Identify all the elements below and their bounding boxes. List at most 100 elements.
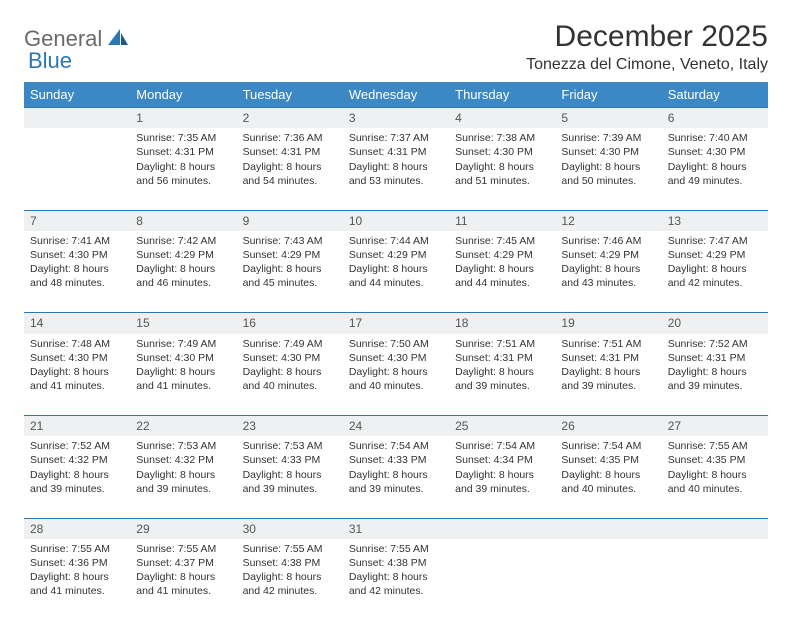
day-number-cell: 6: [662, 108, 768, 129]
sunset-text: Sunset: 4:30 PM: [243, 351, 337, 365]
day-number-cell: 4: [449, 108, 555, 129]
daylight-text: Daylight: 8 hours and 49 minutes.: [668, 160, 762, 188]
day-cell: Sunrise: 7:55 AMSunset: 4:36 PMDaylight:…: [24, 539, 130, 621]
day-number-cell: 28: [24, 518, 130, 539]
day-cell: Sunrise: 7:54 AMSunset: 4:35 PMDaylight:…: [555, 436, 661, 518]
daylight-text: Daylight: 8 hours and 39 minutes.: [243, 468, 337, 496]
day-cell: Sunrise: 7:50 AMSunset: 4:30 PMDaylight:…: [343, 334, 449, 416]
daylight-text: Daylight: 8 hours and 42 minutes.: [668, 262, 762, 290]
daylight-text: Daylight: 8 hours and 41 minutes.: [30, 570, 124, 598]
day-cell: Sunrise: 7:55 AMSunset: 4:38 PMDaylight:…: [343, 539, 449, 621]
sunrise-text: Sunrise: 7:44 AM: [349, 234, 443, 248]
sunset-text: Sunset: 4:30 PM: [136, 351, 230, 365]
day-cell: Sunrise: 7:54 AMSunset: 4:34 PMDaylight:…: [449, 436, 555, 518]
daylight-text: Daylight: 8 hours and 41 minutes.: [136, 570, 230, 598]
daylight-text: Daylight: 8 hours and 40 minutes.: [349, 365, 443, 393]
sunset-text: Sunset: 4:31 PM: [243, 145, 337, 159]
day-number-cell: 24: [343, 416, 449, 437]
sunrise-text: Sunrise: 7:55 AM: [668, 439, 762, 453]
day-cell: Sunrise: 7:43 AMSunset: 4:29 PMDaylight:…: [237, 231, 343, 313]
sunrise-text: Sunrise: 7:42 AM: [136, 234, 230, 248]
day-cell: Sunrise: 7:48 AMSunset: 4:30 PMDaylight:…: [24, 334, 130, 416]
day-cell: [662, 539, 768, 621]
sunrise-text: Sunrise: 7:55 AM: [243, 542, 337, 556]
sunrise-text: Sunrise: 7:43 AM: [243, 234, 337, 248]
day-number-cell: 18: [449, 313, 555, 334]
day-cell: Sunrise: 7:53 AMSunset: 4:32 PMDaylight:…: [130, 436, 236, 518]
sunrise-text: Sunrise: 7:46 AM: [561, 234, 655, 248]
daylight-text: Daylight: 8 hours and 39 minutes.: [668, 365, 762, 393]
day-number-cell: 17: [343, 313, 449, 334]
title-block: December 2025 Tonezza del Cimone, Veneto…: [526, 20, 768, 74]
weekday-header: Monday: [130, 82, 236, 108]
week-content-row: Sunrise: 7:55 AMSunset: 4:36 PMDaylight:…: [24, 539, 768, 621]
day-number-cell: [24, 108, 130, 129]
day-cell: Sunrise: 7:40 AMSunset: 4:30 PMDaylight:…: [662, 128, 768, 210]
sunrise-text: Sunrise: 7:48 AM: [30, 337, 124, 351]
day-number-cell: 15: [130, 313, 236, 334]
daylight-text: Daylight: 8 hours and 54 minutes.: [243, 160, 337, 188]
day-cell: Sunrise: 7:55 AMSunset: 4:35 PMDaylight:…: [662, 436, 768, 518]
sunset-text: Sunset: 4:29 PM: [668, 248, 762, 262]
sunrise-text: Sunrise: 7:41 AM: [30, 234, 124, 248]
sunset-text: Sunset: 4:38 PM: [349, 556, 443, 570]
day-number-cell: 14: [24, 313, 130, 334]
sunrise-text: Sunrise: 7:54 AM: [349, 439, 443, 453]
daylight-text: Daylight: 8 hours and 39 minutes.: [561, 365, 655, 393]
weekday-header: Wednesday: [343, 82, 449, 108]
sunset-text: Sunset: 4:33 PM: [349, 453, 443, 467]
daylight-text: Daylight: 8 hours and 39 minutes.: [455, 365, 549, 393]
day-cell: Sunrise: 7:46 AMSunset: 4:29 PMDaylight:…: [555, 231, 661, 313]
daylight-text: Daylight: 8 hours and 50 minutes.: [561, 160, 655, 188]
week-content-row: Sunrise: 7:35 AMSunset: 4:31 PMDaylight:…: [24, 128, 768, 210]
day-cell: Sunrise: 7:47 AMSunset: 4:29 PMDaylight:…: [662, 231, 768, 313]
day-cell: [555, 539, 661, 621]
month-title: December 2025: [526, 20, 768, 54]
day-cell: Sunrise: 7:51 AMSunset: 4:31 PMDaylight:…: [555, 334, 661, 416]
sunrise-text: Sunrise: 7:52 AM: [30, 439, 124, 453]
daylight-text: Daylight: 8 hours and 48 minutes.: [30, 262, 124, 290]
daylight-text: Daylight: 8 hours and 44 minutes.: [349, 262, 443, 290]
day-cell: Sunrise: 7:54 AMSunset: 4:33 PMDaylight:…: [343, 436, 449, 518]
sunrise-text: Sunrise: 7:37 AM: [349, 131, 443, 145]
day-cell: Sunrise: 7:49 AMSunset: 4:30 PMDaylight:…: [237, 334, 343, 416]
sunset-text: Sunset: 4:37 PM: [136, 556, 230, 570]
day-number-cell: 26: [555, 416, 661, 437]
daylight-text: Daylight: 8 hours and 45 minutes.: [243, 262, 337, 290]
sunrise-text: Sunrise: 7:36 AM: [243, 131, 337, 145]
logo-sail-icon: [106, 27, 130, 52]
day-cell: Sunrise: 7:44 AMSunset: 4:29 PMDaylight:…: [343, 231, 449, 313]
sunrise-text: Sunrise: 7:49 AM: [136, 337, 230, 351]
day-number-cell: [662, 518, 768, 539]
day-number-cell: 20: [662, 313, 768, 334]
weekday-header: Friday: [555, 82, 661, 108]
weekday-header: Thursday: [449, 82, 555, 108]
day-number-cell: 16: [237, 313, 343, 334]
day-number-cell: 7: [24, 210, 130, 231]
day-cell: Sunrise: 7:55 AMSunset: 4:37 PMDaylight:…: [130, 539, 236, 621]
day-cell: Sunrise: 7:45 AMSunset: 4:29 PMDaylight:…: [449, 231, 555, 313]
day-number-cell: 9: [237, 210, 343, 231]
sunrise-text: Sunrise: 7:52 AM: [668, 337, 762, 351]
sunset-text: Sunset: 4:30 PM: [455, 145, 549, 159]
day-cell: Sunrise: 7:55 AMSunset: 4:38 PMDaylight:…: [237, 539, 343, 621]
sunrise-text: Sunrise: 7:35 AM: [136, 131, 230, 145]
sunrise-text: Sunrise: 7:54 AM: [561, 439, 655, 453]
day-number-cell: 19: [555, 313, 661, 334]
weekday-header: Tuesday: [237, 82, 343, 108]
day-number-cell: 31: [343, 518, 449, 539]
sunrise-text: Sunrise: 7:40 AM: [668, 131, 762, 145]
day-cell: Sunrise: 7:36 AMSunset: 4:31 PMDaylight:…: [237, 128, 343, 210]
sunset-text: Sunset: 4:29 PM: [243, 248, 337, 262]
day-number-cell: 25: [449, 416, 555, 437]
sunrise-text: Sunrise: 7:54 AM: [455, 439, 549, 453]
day-number-cell: 30: [237, 518, 343, 539]
sunrise-text: Sunrise: 7:53 AM: [136, 439, 230, 453]
sunset-text: Sunset: 4:31 PM: [136, 145, 230, 159]
day-number-cell: 13: [662, 210, 768, 231]
sunrise-text: Sunrise: 7:50 AM: [349, 337, 443, 351]
sunset-text: Sunset: 4:35 PM: [561, 453, 655, 467]
sunrise-text: Sunrise: 7:55 AM: [30, 542, 124, 556]
day-number-cell: 22: [130, 416, 236, 437]
daylight-text: Daylight: 8 hours and 41 minutes.: [136, 365, 230, 393]
